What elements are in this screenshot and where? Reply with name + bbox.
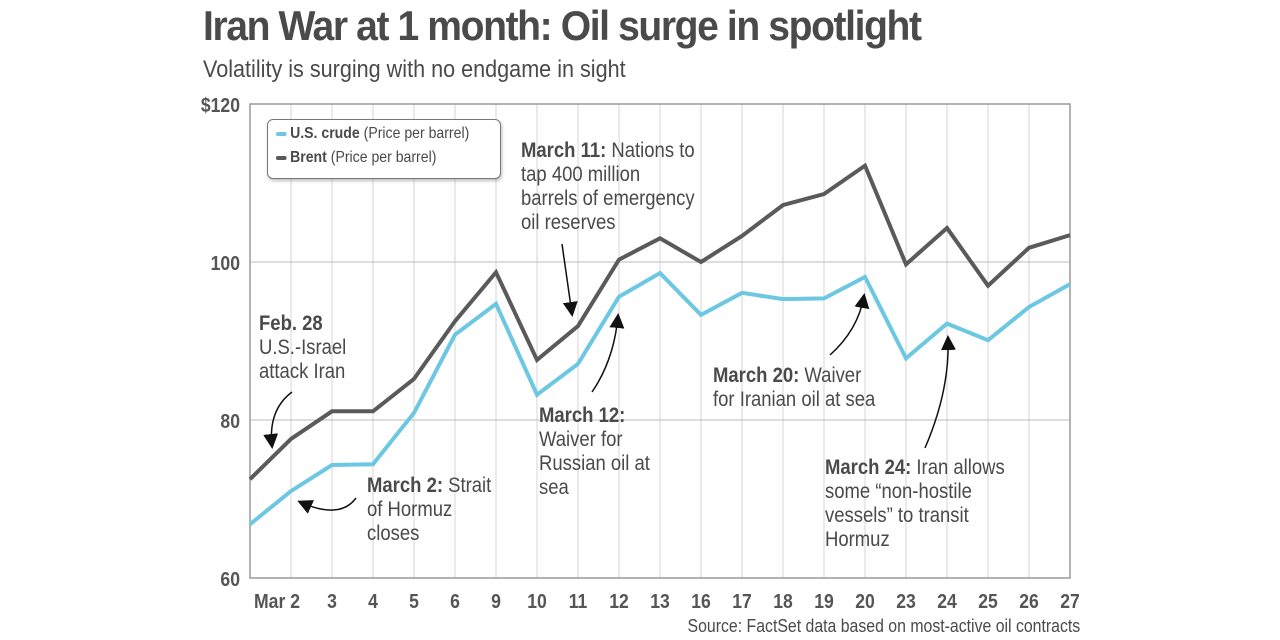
- y-tick-label: 100: [211, 252, 240, 274]
- y-tick-label: 60: [220, 568, 240, 590]
- annotation-line: tap 400 million: [521, 163, 641, 186]
- annotation-line: vessels” to transit: [825, 504, 969, 527]
- legend: U.S. crude (Price per barrel) Brent (Pri…: [267, 119, 501, 179]
- annotation-bold: March 12:: [539, 404, 626, 427]
- y-tick-label: 80: [220, 410, 240, 432]
- annotation-arrow-icon: [591, 313, 625, 393]
- annotation-line: sea: [539, 476, 569, 499]
- x-tick-label: 23: [896, 590, 916, 612]
- x-tick-label: Mar 2: [254, 590, 300, 612]
- x-tick-label: 10: [527, 590, 547, 612]
- legend-item-brent: Brent (Price per barrel): [276, 149, 436, 167]
- annotation-arrow-icon: [924, 335, 956, 449]
- x-tick-label: 19: [814, 590, 834, 612]
- annotation-text: Nations to: [611, 139, 695, 162]
- legend-label: Brent: [290, 149, 327, 166]
- y-tick-label: $120: [201, 94, 240, 116]
- legend-swatch: [276, 131, 287, 136]
- annotation-text: Iran allows: [916, 456, 1005, 479]
- chart-title: Iran War at 1 month: Oil surge in spotli…: [203, 2, 922, 49]
- x-tick-label: 13: [650, 590, 670, 612]
- annotation-line: Hormuz: [825, 528, 890, 551]
- legend-suffix: (Price per barrel): [330, 149, 437, 166]
- annotation-line: for Iranian oil at sea: [713, 388, 876, 411]
- annotation-line: closes: [367, 522, 420, 545]
- x-tick-label: 5: [409, 590, 419, 612]
- x-tick-label: 11: [569, 590, 588, 612]
- x-tick-label: 16: [691, 590, 711, 612]
- annotation-text: Waiver: [804, 364, 862, 387]
- chart-subtitle: Volatility is surging with no endgame in…: [203, 56, 626, 83]
- annotation-bold: Feb. 28: [259, 312, 323, 335]
- legend-suffix: (Price per barrel): [363, 125, 470, 142]
- x-tick-label: 12: [609, 590, 629, 612]
- x-tick-label: 20: [855, 590, 875, 612]
- annotation-bold: March 20:: [713, 364, 800, 387]
- annotation-line: of Hormuz: [367, 498, 453, 521]
- x-tick-label: 25: [978, 590, 998, 612]
- annotation-line: oil reserves: [521, 211, 616, 234]
- annotation-march12: March 12: Waiver for Russian oil at sea: [539, 404, 650, 500]
- annotation-bold: March 11:: [521, 139, 607, 162]
- annotation-line: some “non-hostile: [825, 480, 972, 503]
- x-tick-label: 27: [1060, 590, 1080, 612]
- x-tick-label: 9: [491, 590, 501, 612]
- annotation-line: barrels of emergency: [521, 187, 695, 210]
- annotation-line: Russian oil at: [539, 452, 650, 475]
- annotation-arrow-icon: [829, 293, 870, 356]
- x-tick-label: 4: [368, 590, 378, 612]
- annotation-arrow-icon: [561, 243, 578, 317]
- x-tick-label: 24: [937, 590, 957, 612]
- source-note: Source: FactSet data based on most-activ…: [687, 616, 1080, 636]
- plot-frame: [249, 103, 1071, 579]
- legend-item-us-crude: U.S. crude (Price per barrel): [276, 125, 469, 143]
- annotation-bold: March 2:: [367, 474, 443, 497]
- x-tick-label: 3: [327, 590, 337, 612]
- annotation-march11: March 11: Nations to tap 400 million bar…: [521, 139, 695, 235]
- annotation-arrow-icon: [297, 497, 357, 514]
- annotation-march20: March 20: Waiver for Iranian oil at sea: [713, 364, 875, 412]
- annotation-arrow-icon: [263, 391, 293, 449]
- annotation-march2: March 2: Strait of Hormuz closes: [367, 474, 491, 546]
- annotation-line: attack Iran: [259, 360, 346, 383]
- annotation-feb28: Feb. 28 U.S.-Israel attack Iran: [259, 312, 346, 384]
- annotation-text: Strait: [448, 474, 492, 497]
- x-tick-label: 26: [1019, 590, 1039, 612]
- legend-label: U.S. crude: [290, 125, 360, 142]
- x-tick-label: 17: [732, 590, 752, 612]
- annotation-bold: March 24:: [825, 456, 912, 479]
- x-tick-label: 6: [450, 590, 460, 612]
- annotation-line: U.S.-Israel: [259, 336, 347, 359]
- annotation-march24: March 24: Iran allows some “non-hostile …: [825, 456, 1005, 552]
- legend-swatch: [276, 155, 287, 160]
- x-tick-label: 18: [773, 590, 793, 612]
- annotation-line: Waiver for: [539, 428, 623, 451]
